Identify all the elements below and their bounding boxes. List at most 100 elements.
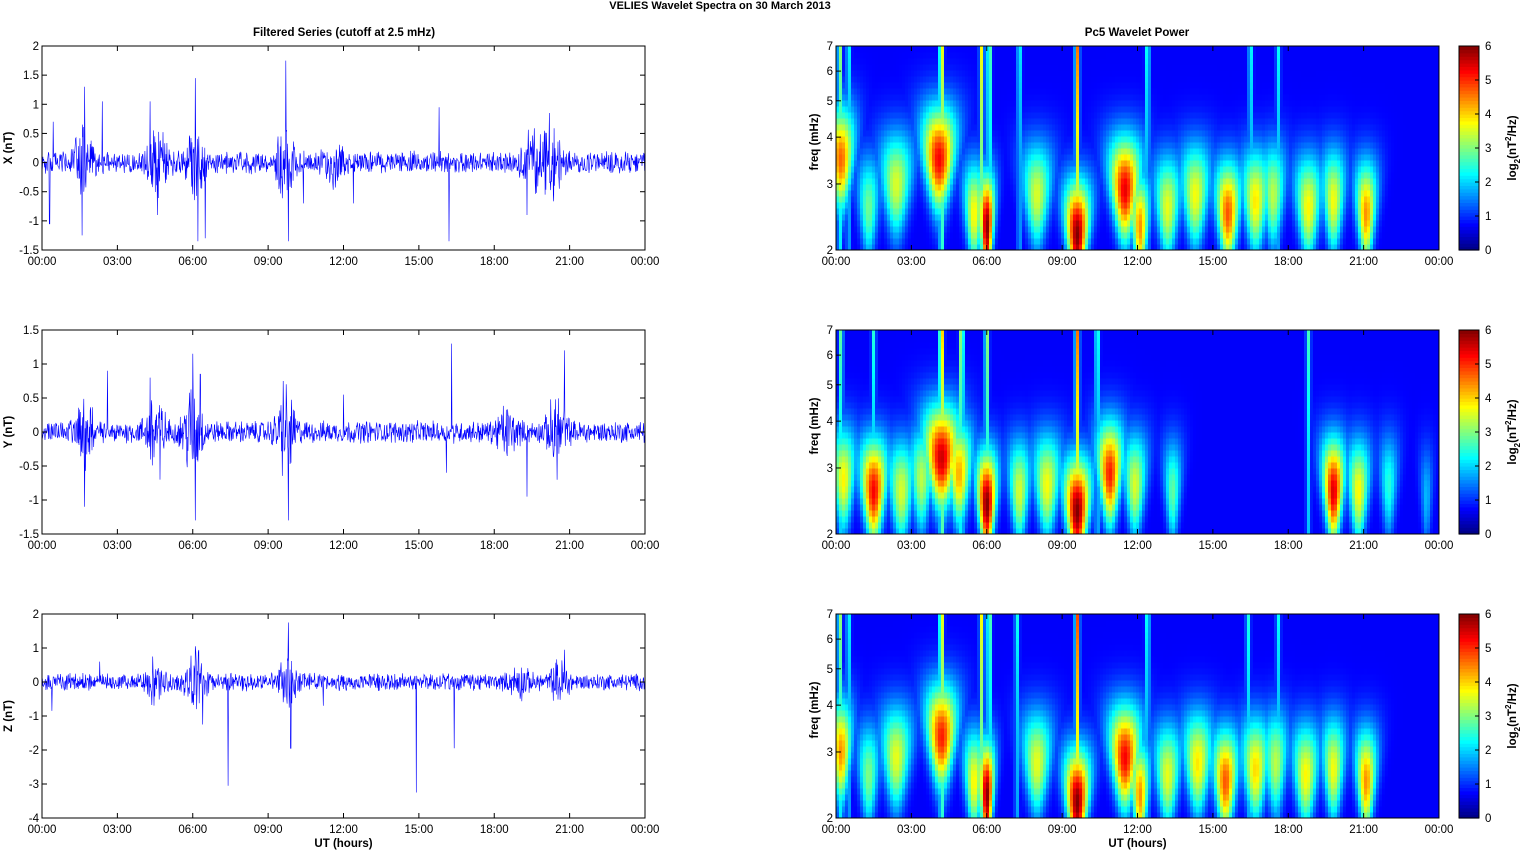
heatmap-cell <box>929 58 933 65</box>
heatmap-cell <box>953 160 957 167</box>
heatmap-cell <box>860 142 864 149</box>
heatmap-cell <box>968 196 972 203</box>
heatmap-cell <box>968 136 972 143</box>
heatmap-cell <box>842 100 846 107</box>
heatmap-cell <box>875 232 879 239</box>
heatmap-cell <box>890 190 894 197</box>
heatmap-cell <box>884 154 888 161</box>
heatmap-cell <box>920 112 924 119</box>
heatmap-cell <box>842 184 846 191</box>
heatmap-cell <box>857 46 861 53</box>
series-trace <box>41 622 646 793</box>
heatmap-cell <box>974 196 978 203</box>
heatmap-cell <box>881 130 885 137</box>
heatmap-cell <box>935 100 939 107</box>
heatmap-cell <box>893 166 897 173</box>
heatmap-cell <box>947 142 951 149</box>
heatmap-cell <box>845 52 849 59</box>
heatmap-cell <box>857 190 861 197</box>
heatmap-cell <box>941 112 945 119</box>
heatmap-cell <box>914 64 918 71</box>
heatmap-cell <box>980 118 984 125</box>
heatmap-cell <box>899 76 903 83</box>
heatmap-cell <box>896 154 900 161</box>
heatmap-cell <box>914 70 918 77</box>
heatmap-cell <box>950 184 954 191</box>
heatmap-cell <box>911 118 915 125</box>
heatmap-cell <box>917 124 921 131</box>
heatmap-cell <box>854 148 858 155</box>
heatmap-cell <box>974 112 978 119</box>
heatmap-cell <box>938 118 942 125</box>
heatmap-cell <box>911 184 915 191</box>
heatmap-cell <box>857 100 861 107</box>
heatmap-cell <box>890 142 894 149</box>
heatmap-cell <box>941 238 945 245</box>
heatmap-cell <box>935 178 939 185</box>
heatmap-cell <box>971 142 975 149</box>
heatmap-cell <box>941 208 945 215</box>
heatmap-cell <box>950 130 954 137</box>
y-tick-label: -1 <box>29 711 39 723</box>
heatmap-cell <box>968 94 972 101</box>
heatmap-cell <box>947 214 951 221</box>
heatmap-cell <box>878 202 882 209</box>
heatmap-cell <box>866 166 870 173</box>
heatmap-cell <box>911 196 915 203</box>
heatmap-cell <box>950 178 954 185</box>
heatmap-cell <box>878 94 882 101</box>
heatmap-cell <box>908 148 912 155</box>
heatmap-cell <box>932 76 936 83</box>
heatmap-cell <box>863 148 867 155</box>
heatmap-cell <box>923 88 927 95</box>
heatmap-cell <box>866 148 870 155</box>
heatmap-cell <box>842 244 846 251</box>
heatmap-cell <box>971 64 975 71</box>
heatmap-cell <box>956 178 960 185</box>
heatmap-cell <box>923 46 927 53</box>
heatmap-cell <box>902 154 906 161</box>
heatmap-cell <box>896 106 900 113</box>
heatmap-cell <box>947 52 951 59</box>
heatmap-cell <box>980 178 984 185</box>
heatmap-cell <box>920 46 924 53</box>
heatmap-cell <box>959 202 963 209</box>
heatmap-cell <box>917 94 921 101</box>
heatmap-cell <box>950 52 954 59</box>
heatmap-cell <box>923 208 927 215</box>
heatmap-cell <box>905 232 909 239</box>
heatmap-cell <box>848 142 852 149</box>
heatmap-cell <box>989 232 993 239</box>
heatmap-cell <box>881 160 885 167</box>
heatmap-cell <box>896 178 900 185</box>
heatmap-cell <box>857 202 861 209</box>
heatmap-cell <box>899 64 903 71</box>
heatmap-cell <box>956 160 960 167</box>
heatmap-cell <box>920 160 924 167</box>
heatmap-cell <box>959 46 963 53</box>
heatmap-cell <box>974 136 978 143</box>
heatmap-cell <box>866 130 870 137</box>
heatmap-cell <box>935 64 939 71</box>
heatmap-cell <box>968 226 972 233</box>
heatmap-cell <box>857 52 861 59</box>
heatmap-cell <box>884 208 888 215</box>
heatmap-cell <box>953 130 957 137</box>
heatmap-cell <box>983 100 987 107</box>
heatmap-cell <box>944 214 948 221</box>
heatmap-cell <box>839 94 843 101</box>
heatmap-cell <box>881 184 885 191</box>
heatmap-cell <box>887 142 891 149</box>
heatmap-cell <box>860 58 864 65</box>
heatmap-cell <box>959 58 963 65</box>
heatmap-cell <box>929 46 933 53</box>
heatmap-cell <box>917 172 921 179</box>
heatmap-cell <box>908 118 912 125</box>
heatmap-cell <box>878 190 882 197</box>
heatmap-cell <box>890 64 894 71</box>
heatmap-cell <box>935 52 939 59</box>
heatmap-cell <box>941 118 945 125</box>
heatmap-cell <box>872 208 876 215</box>
heatmap-cell <box>896 226 900 233</box>
heatmap-cell <box>962 118 966 125</box>
